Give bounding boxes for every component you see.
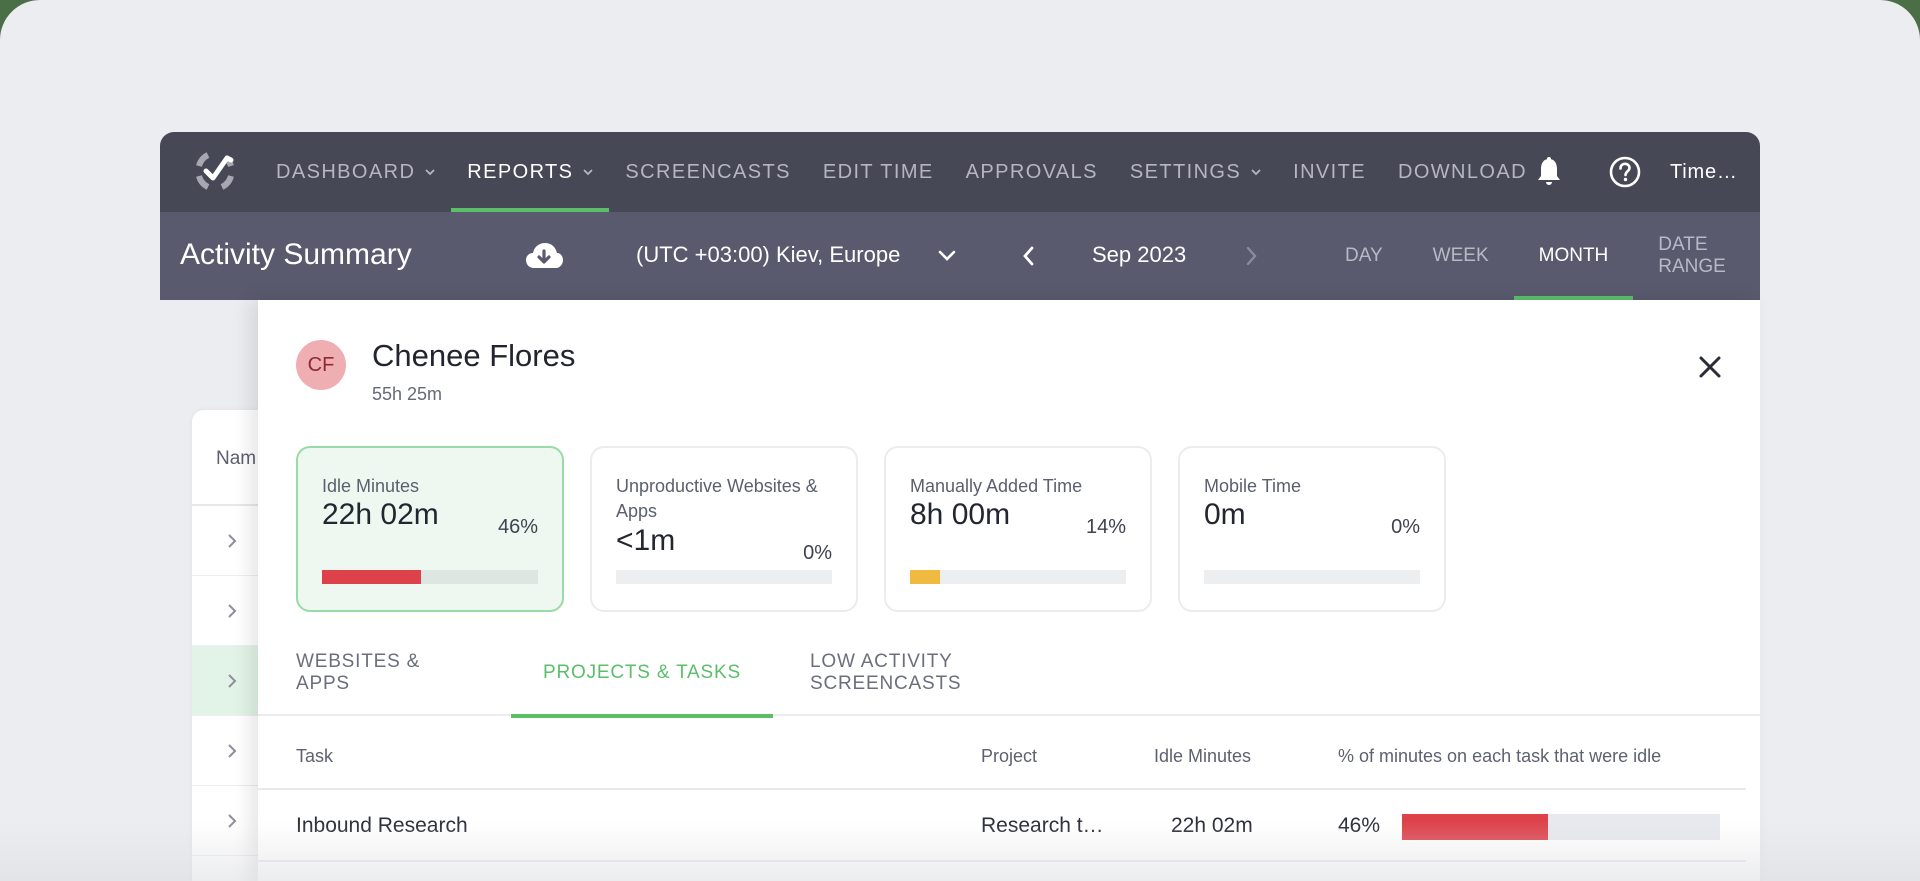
card-percent: 14%	[1085, 516, 1126, 538]
nav-right-tools: Time…	[1532, 132, 1760, 212]
card-value: <1m	[616, 524, 676, 557]
chevron-right-icon[interactable]	[226, 602, 238, 620]
nav-settings-label: SETTINGS	[1129, 160, 1242, 183]
avatar: CF	[296, 340, 346, 390]
card-progress-fill	[910, 570, 941, 584]
column-project[interactable]: Project	[981, 746, 1038, 766]
range-tab-month[interactable]: MONTH	[1513, 212, 1634, 300]
cell-task: Inbound Research	[296, 814, 468, 837]
column-idle-minutes[interactable]: Idle Minutes	[1154, 746, 1252, 766]
card-progress-bar	[1204, 570, 1420, 584]
close-icon[interactable]	[1695, 352, 1725, 382]
chevron-down-icon	[583, 169, 594, 176]
metric-cards: Idle Minutes 22h 02m 46% Unproductive We…	[296, 446, 1446, 612]
cell-project: Research t…	[981, 814, 1104, 837]
help-icon[interactable]	[1608, 155, 1642, 189]
nav-screencasts[interactable]: SCREENCASTS	[609, 132, 806, 212]
chevron-right-icon[interactable]	[226, 672, 238, 690]
nav-download-label: DOWNLOAD	[1397, 160, 1527, 183]
table-row[interactable]: Inbound Research Research t… 22h 02m 46%	[258, 792, 1746, 862]
tab-low-activity-screencasts[interactable]: LOW ACTIVITY SCREENCASTS	[810, 651, 962, 694]
app-window: DASHBOARD REPORTS SCREENCASTS EDIT TIME …	[160, 132, 1760, 881]
card-progress-bar	[616, 570, 832, 584]
column-idle-percent[interactable]: % of minutes on each task that were idle	[1338, 746, 1662, 766]
card-value: 22h 02m	[322, 498, 439, 531]
chevron-right-icon[interactable]	[1240, 244, 1262, 268]
nav-screencasts-label: SCREENCASTS	[625, 160, 791, 183]
user-menu[interactable]: Time…	[1670, 160, 1738, 183]
cell-idle-minutes: 22h 02m	[1171, 814, 1253, 837]
card-value: 0m	[1204, 498, 1246, 531]
card-mobile-time[interactable]: Mobile Time 0m 0%	[1178, 446, 1446, 612]
nav-approvals[interactable]: APPROVALS	[950, 132, 1114, 212]
card-unproductive[interactable]: Unproductive Websites & Apps <1m 0%	[590, 446, 858, 612]
detail-tabs: WEBSITES & APPS PROJECTS & TASKS LOW ACT…	[258, 630, 1760, 718]
report-header: Activity Summary (UTC +03:00) Kiev, Euro…	[160, 212, 1760, 300]
chevron-down-icon	[425, 169, 435, 176]
chevron-right-icon[interactable]	[226, 532, 238, 550]
top-navbar: DASHBOARD REPORTS SCREENCASTS EDIT TIME …	[160, 132, 1760, 212]
timezone-select[interactable]: (UTC +03:00) Kiev, Europe	[636, 242, 900, 268]
tab-projects-tasks[interactable]: PROJECTS & TASKS	[511, 630, 773, 718]
cell-idle-percent: 46%	[1338, 814, 1381, 837]
chevron-down-icon	[1251, 169, 1261, 176]
nav-edit-time[interactable]: EDIT TIME	[807, 132, 950, 212]
card-label: Mobile Time	[1204, 476, 1302, 496]
nav-settings[interactable]: SETTINGS	[1114, 132, 1277, 212]
card-percent: 0%	[1391, 516, 1420, 538]
card-label: Unproductive Websites & Apps	[616, 476, 818, 521]
card-progress-bar	[322, 570, 538, 584]
chevron-right-icon[interactable]	[226, 812, 238, 830]
nav-edit-time-label: EDIT TIME	[822, 160, 934, 183]
card-percent: 0%	[803, 542, 832, 564]
user-name: Chenee Flores	[372, 338, 576, 373]
column-task[interactable]: Task	[296, 746, 334, 766]
card-label: Idle Minutes	[322, 476, 420, 496]
range-tabs: DAY WEEK MONTH DATE RANGE	[1320, 212, 1760, 300]
logo-icon[interactable]	[190, 146, 240, 196]
idle-progress-fill	[1402, 814, 1549, 840]
nav-invite-label: INVITE	[1293, 160, 1366, 183]
nav-invite[interactable]: INVITE	[1277, 132, 1382, 212]
cloud-download-icon[interactable]	[524, 240, 564, 272]
range-tab-date-range[interactable]: DATE RANGE	[1658, 234, 1726, 277]
nav-reports-label: REPORTS	[467, 160, 574, 183]
card-progress-fill	[322, 570, 422, 584]
timezone-value: (UTC +03:00) Kiev, Europe	[636, 242, 901, 267]
card-idle-minutes[interactable]: Idle Minutes 22h 02m 46%	[296, 446, 564, 612]
idle-progress-bar	[1402, 814, 1720, 840]
user-detail-panel: CF Chenee Flores 55h 25m Idle Minutes 22…	[258, 300, 1760, 881]
chevron-left-icon[interactable]	[1018, 244, 1040, 268]
nav-menu: DASHBOARD REPORTS SCREENCASTS EDIT TIME …	[260, 132, 1543, 212]
tab-websites-apps[interactable]: WEBSITES & APPS	[296, 651, 421, 694]
card-value: 8h 00m	[910, 498, 1011, 531]
chevron-right-icon[interactable]	[226, 742, 238, 760]
range-tab-day[interactable]: DAY	[1345, 245, 1383, 266]
table-header: Task Project Idle Minutes % of minutes o…	[258, 718, 1746, 790]
card-percent: 46%	[497, 516, 538, 538]
nav-dashboard[interactable]: DASHBOARD	[260, 132, 451, 212]
bell-icon[interactable]	[1532, 155, 1566, 189]
range-tab-week[interactable]: WEEK	[1432, 245, 1489, 266]
nav-download[interactable]: DOWNLOAD	[1382, 132, 1543, 212]
chevron-down-icon[interactable]	[936, 244, 958, 266]
card-label: Manually Added Time	[910, 476, 1083, 496]
page-title: Activity Summary	[180, 238, 412, 271]
nav-approvals-label: APPROVALS	[965, 160, 1098, 183]
card-progress-bar	[910, 570, 1126, 584]
nav-reports[interactable]: REPORTS	[451, 132, 610, 212]
period-label: Sep 2023	[1092, 242, 1187, 267]
user-total-time: 55h 25m	[372, 384, 443, 404]
nav-dashboard-label: DASHBOARD	[276, 160, 416, 183]
card-manual-time[interactable]: Manually Added Time 8h 00m 14%	[884, 446, 1152, 612]
